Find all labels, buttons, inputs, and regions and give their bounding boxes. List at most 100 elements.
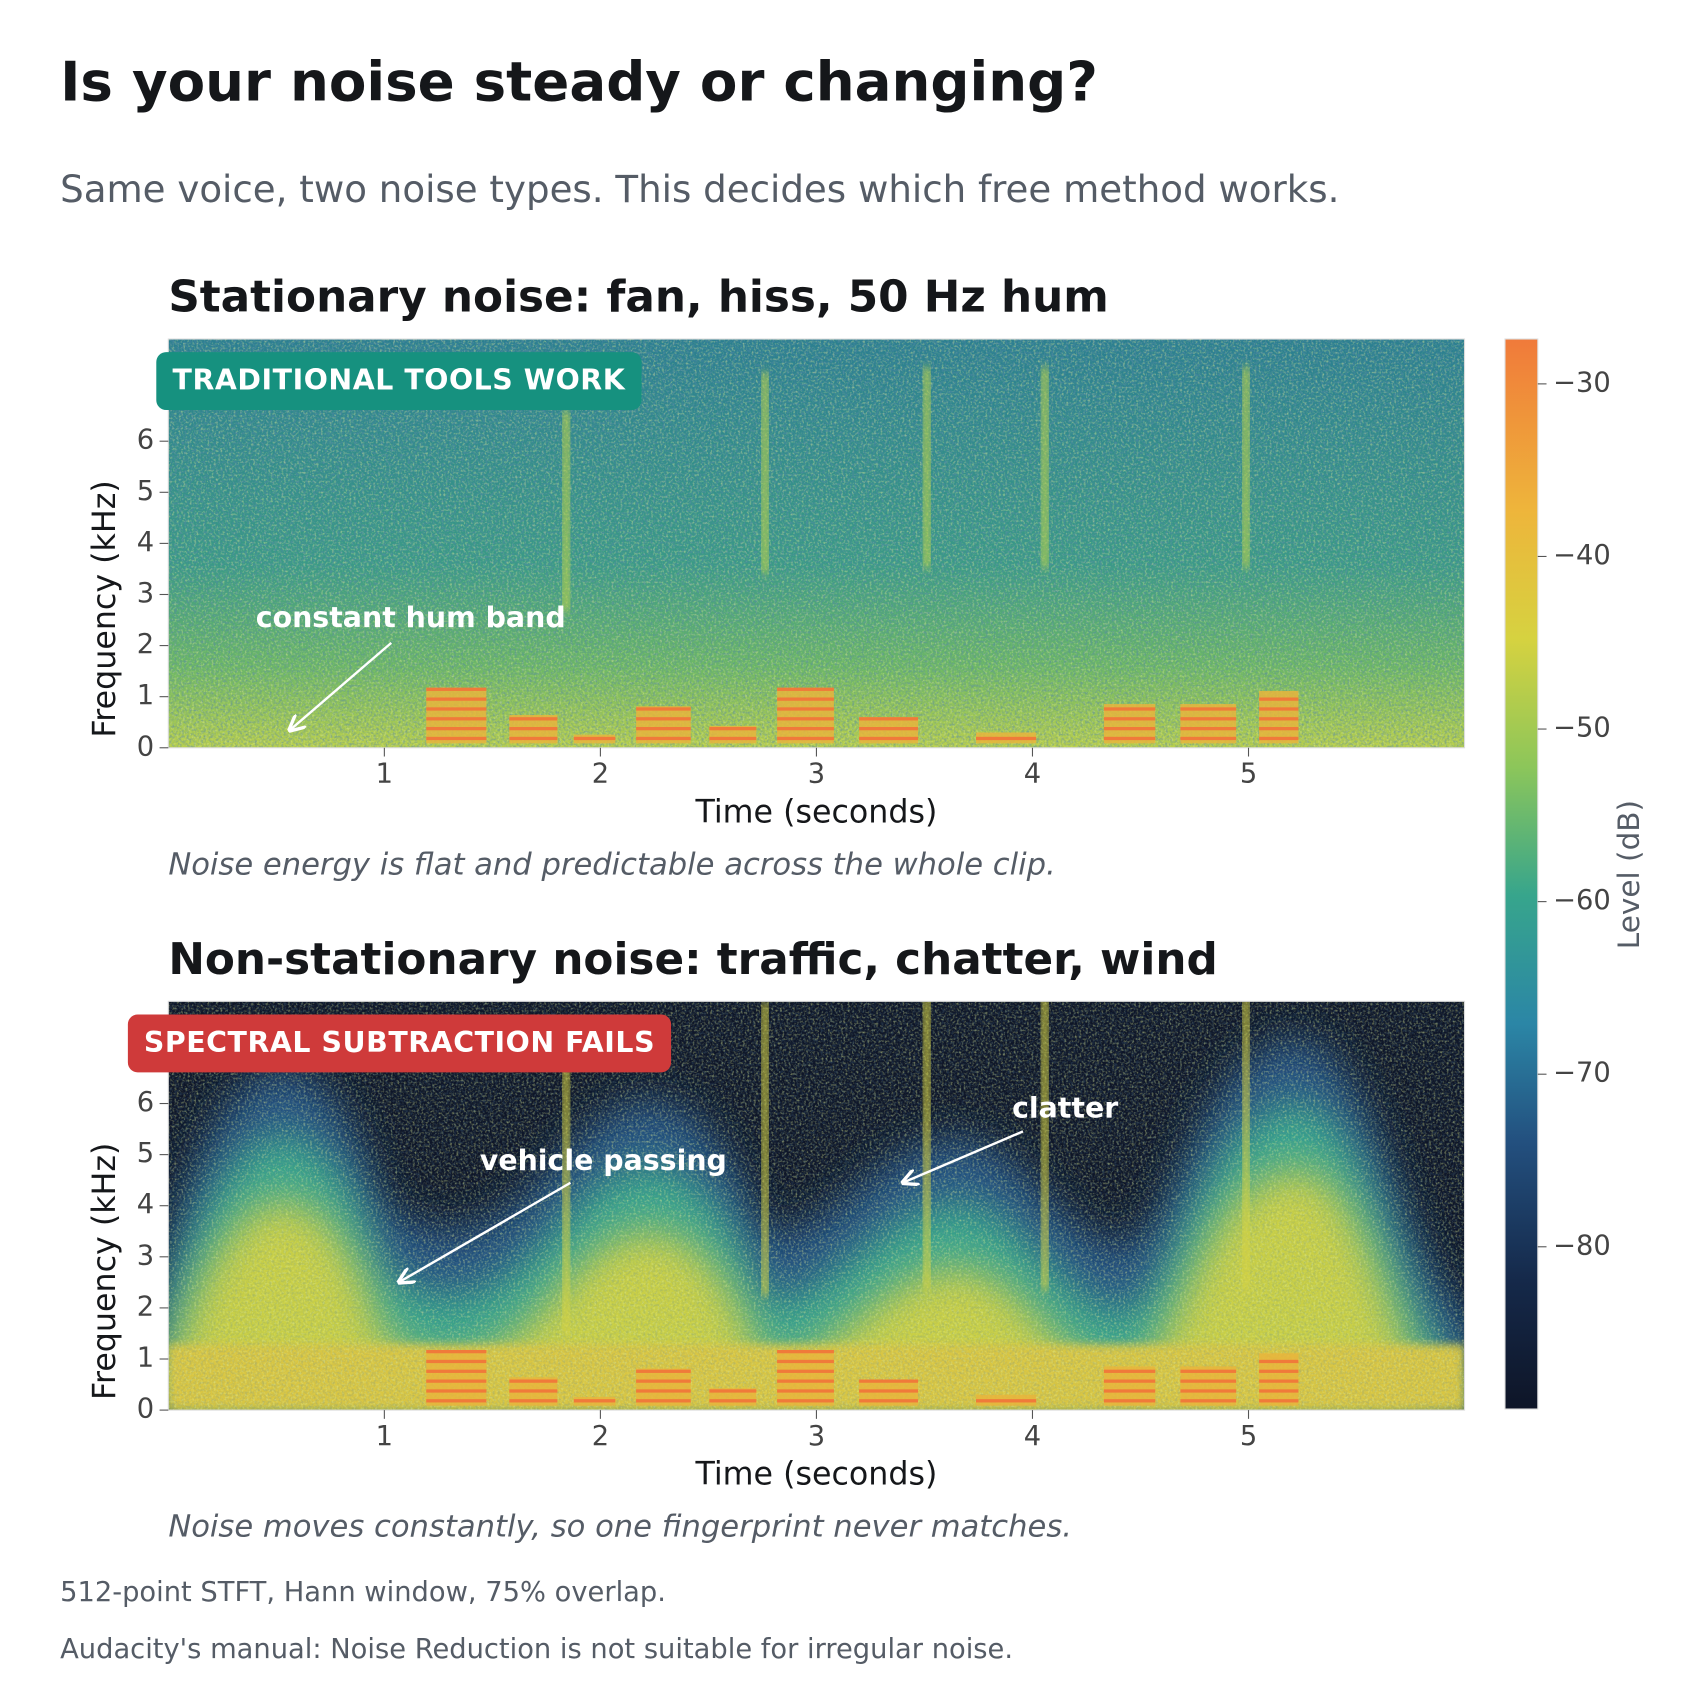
harmonic-line — [976, 1399, 1037, 1403]
harmonic-line — [1180, 727, 1237, 731]
transient — [761, 1001, 769, 1297]
transient — [562, 410, 570, 613]
x-tick-label: 5 — [1240, 759, 1257, 790]
harmonic-line — [777, 717, 834, 721]
y-axis-label: Frequency (kHz) — [87, 480, 123, 737]
y-tick-label: 0 — [137, 731, 154, 762]
x-tick-label: 4 — [1024, 759, 1041, 790]
harmonic-line — [1259, 1379, 1299, 1383]
harmonic-line — [859, 736, 919, 741]
spectrogram: 1 2 3 4 5 0 1 2 3 4 5 6 Time (seconds) Frequency (kHz… — [87, 272, 1466, 882]
harmonic-line — [1259, 697, 1299, 701]
harmonic-line — [636, 727, 691, 731]
harmonic-line — [426, 707, 487, 711]
page-title: Is your noise steady or changing? — [60, 50, 1098, 114]
harmonic-line — [1103, 727, 1156, 731]
x-tick-label: 1 — [376, 759, 393, 790]
transient — [1041, 366, 1049, 569]
colorbar — [1504, 338, 1539, 1410]
harmonic-line — [509, 1399, 558, 1403]
x-tick-label: 3 — [808, 759, 825, 790]
annotation-arrow — [290, 641, 393, 730]
harmonic-line — [1259, 736, 1299, 741]
harmonic-line — [1180, 1399, 1237, 1403]
harmonic-line — [426, 1349, 487, 1354]
harmonic-line — [509, 1379, 558, 1383]
harmonic-line — [426, 1389, 487, 1393]
x-tick-label: 2 — [592, 1421, 609, 1452]
harmonic-line — [573, 736, 616, 741]
transient — [761, 371, 769, 574]
harmonic-line — [1259, 1359, 1299, 1364]
harmonic-line — [1259, 717, 1299, 721]
harmonic-line — [636, 1369, 691, 1373]
harmonic-line — [1103, 1369, 1156, 1373]
harmonic-line — [426, 697, 487, 701]
harmonic-line — [509, 727, 558, 731]
y-tick-label: 3 — [137, 578, 154, 609]
y-tick-label: 6 — [137, 1087, 154, 1118]
harmonic-line — [1259, 727, 1299, 731]
harmonic-line — [426, 1399, 487, 1403]
harmonic-line — [426, 717, 487, 721]
colorbar-tick-label: −30 — [1553, 367, 1611, 398]
harmonic-line — [509, 736, 558, 741]
harmonic-line — [1103, 717, 1156, 721]
harmonic-line — [777, 1349, 834, 1354]
harmonic-line — [426, 1369, 487, 1373]
harmonic-line — [859, 1379, 919, 1383]
panel-title: Non-stationary noise: traffic, chatter, … — [168, 934, 1218, 985]
harmonic-line — [1180, 717, 1237, 721]
spectrogram: 1 2 3 4 5 0 1 2 3 4 5 6 Time (seconds) Frequency (kHz… — [87, 934, 1466, 1545]
voice-harmonics — [777, 1349, 834, 1406]
harmonic-line — [1180, 736, 1237, 741]
panel-caption: Noise moves constantly, so one fingerpri… — [168, 1510, 1072, 1545]
harmonic-line — [426, 736, 487, 741]
harmonic-line — [777, 1369, 834, 1373]
transient — [923, 366, 931, 569]
harmonic-line — [636, 717, 691, 721]
annotation-arrow — [399, 1181, 572, 1282]
colorbar-tick-label: −40 — [1553, 540, 1611, 571]
harmonic-line — [859, 1389, 919, 1393]
badge-text: TRADITIONAL TOOLS WORK — [173, 364, 626, 397]
panel-title: Stationary noise: fan, hiss, 50 Hz hum — [168, 272, 1108, 323]
harmonic-line — [976, 736, 1037, 741]
harmonic-line — [1103, 1379, 1156, 1383]
colorbar-tick-label: −80 — [1553, 1230, 1611, 1261]
harmonic-line — [636, 1389, 691, 1393]
harmonic-line — [1259, 1399, 1299, 1403]
harmonic-line — [426, 687, 487, 691]
panel-caption: Noise energy is flat and predictable acr… — [168, 847, 1055, 882]
y-tick-label: 0 — [137, 1394, 154, 1425]
x-tick-label: 3 — [808, 1421, 825, 1452]
harmonic-line — [777, 707, 834, 711]
harmonic-line — [709, 727, 757, 731]
y-tick-label: 5 — [137, 476, 154, 507]
page-subtitle: Same voice, two noise types. This decide… — [60, 168, 1339, 211]
badge-text: SPECTRAL SUBTRACTION FAILS — [144, 1026, 655, 1059]
harmonic-line — [636, 1399, 691, 1403]
harmonic-line — [509, 1389, 558, 1393]
harmonic-line — [777, 736, 834, 741]
badge — [127, 1014, 672, 1073]
harmonic-line — [1259, 1389, 1299, 1393]
harmonic-line — [1180, 1389, 1237, 1393]
x-axis-label: Time (seconds) — [694, 794, 937, 830]
x-tick-label: 2 — [592, 759, 609, 790]
x-tick-label: 5 — [1240, 1421, 1257, 1452]
y-tick-label: 1 — [137, 1343, 154, 1374]
harmonic-line — [777, 1359, 834, 1364]
voice-harmonics — [426, 687, 487, 744]
harmonic-line — [709, 1389, 757, 1393]
footnote: Audacity's manual: Noise Reduction is no… — [60, 1634, 1013, 1665]
harmonic-line — [1259, 707, 1299, 711]
annotation: vehicle passing — [480, 1144, 727, 1177]
harmonic-line — [777, 1399, 834, 1403]
badge — [156, 352, 642, 411]
harmonic-line — [1103, 1399, 1156, 1403]
harmonic-line — [636, 707, 691, 711]
transient — [1242, 1001, 1250, 1291]
harmonic-line — [859, 727, 919, 731]
